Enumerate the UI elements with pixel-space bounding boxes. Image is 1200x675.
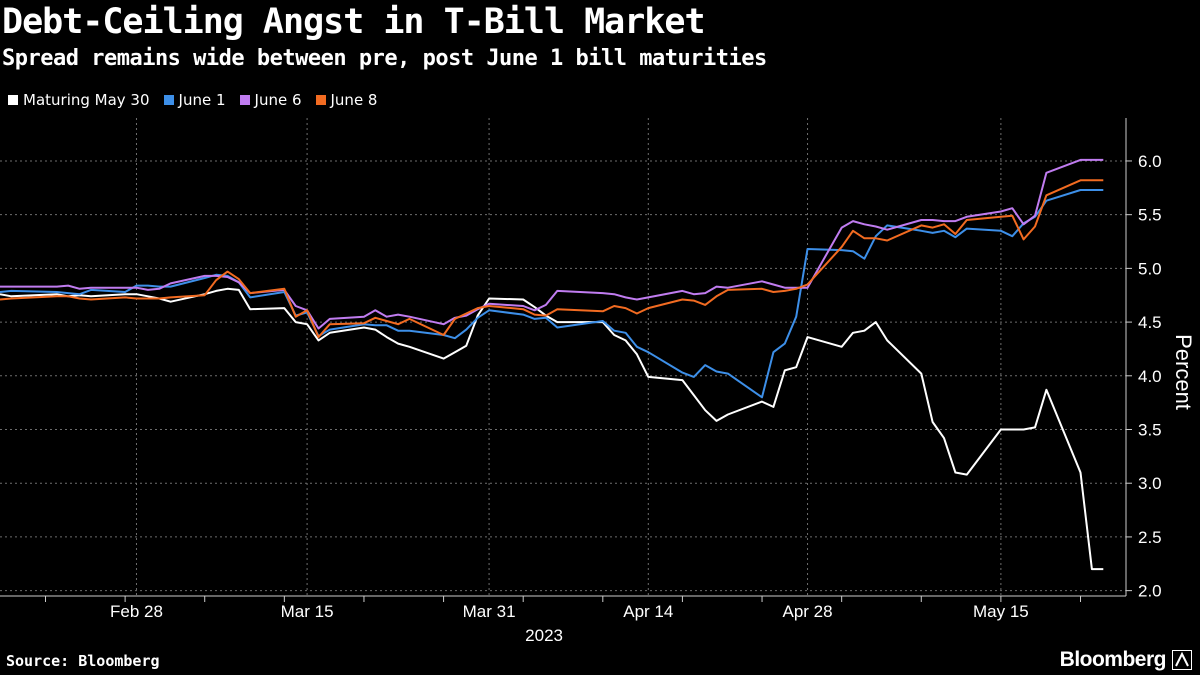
legend-swatch	[163, 95, 174, 105]
y-tick-label: 4.5	[1138, 313, 1162, 332]
chart-title: Debt-Ceiling Angst in T-Bill Market	[2, 2, 706, 42]
legend-swatch	[239, 95, 250, 105]
source-note: Source: Bloomberg	[6, 652, 160, 670]
chart-subtitle: Spread remains wide between pre, post Ju…	[2, 46, 767, 71]
y-tick-label: 4.0	[1138, 367, 1162, 386]
legend-label: Maturing May 30	[23, 91, 150, 109]
x-tick-label: Apr 14	[623, 602, 673, 621]
bloomberg-logo: Bloomberg	[1059, 648, 1167, 671]
x-tick-label: Feb 28	[110, 602, 163, 621]
legend-swatch	[315, 95, 326, 105]
y-tick-label: 5.5	[1138, 206, 1162, 225]
x-tick-label: Mar 15	[281, 602, 334, 621]
legend: Maturing May 30 June 1 June 6 June 8	[8, 91, 377, 109]
y-tick-label: 3.0	[1138, 474, 1162, 493]
legend-label: June 8	[330, 91, 378, 109]
bloomberg-terminal-icon	[1172, 650, 1192, 670]
y-axis-label: Percent	[1171, 334, 1196, 410]
x-tick-label: Apr 28	[782, 602, 832, 621]
series-line-maturing-may-30	[0, 287, 1104, 571]
x-tick-label: Mar 31	[463, 602, 516, 621]
legend-item-june-1: June 1	[163, 91, 226, 109]
legend-swatch	[8, 95, 18, 105]
series-line-june-1	[0, 189, 1104, 399]
y-tick-label: 3.5	[1138, 421, 1162, 440]
x-tick-label: May 15	[973, 602, 1029, 621]
y-tick-label: 2.5	[1138, 528, 1162, 547]
y-tick-label: 5.0	[1138, 259, 1162, 278]
legend-label: June 6	[254, 91, 302, 109]
legend-label: June 1	[178, 91, 226, 109]
series-line-june-6	[0, 158, 1104, 330]
x-year-label: 2023	[525, 626, 563, 645]
legend-item-maturing-may-30: Maturing May 30	[8, 91, 150, 109]
legend-item-june-8: June 8	[315, 91, 378, 109]
legend-item-june-6: June 6	[239, 91, 302, 109]
series-line-june-8	[0, 179, 1104, 339]
y-tick-label: 6.0	[1138, 152, 1162, 171]
y-tick-label: 2.0	[1138, 582, 1162, 601]
